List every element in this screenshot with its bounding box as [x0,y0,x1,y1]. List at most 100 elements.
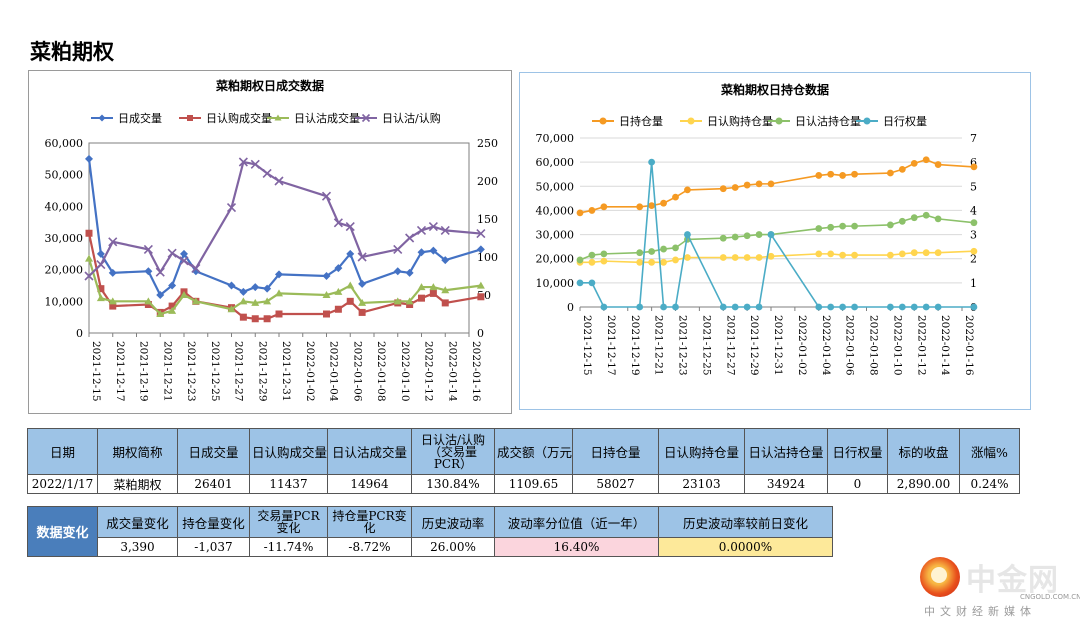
data-point [405,268,414,277]
x-tick-label: 2022-01-06 [844,315,856,376]
x-tick-label: 2022-01-08 [868,315,880,376]
change-data-row: 3,390 -1,037 -11.74% -8.72% 26.00% 16.40… [28,537,833,557]
data-point [155,267,165,277]
y-right-tick-label: 150 [477,213,498,226]
data-cell: 2022/1/17 [27,474,98,494]
data-point [418,294,425,302]
header-cell: 波动率分位值（近一年） [494,506,659,538]
data-point [898,165,906,173]
header-cell: 交易量PCR变化 [249,506,328,538]
header-cell: 涨幅% [959,428,1020,475]
data-point [970,219,978,227]
data-point [660,199,667,207]
data-point [731,184,739,191]
data-point [970,247,978,255]
data-point [250,159,260,169]
data-point [886,303,894,311]
header-cell: 成交量变化 [97,506,178,538]
data-point [251,283,260,292]
data-point [428,222,438,232]
data-point [167,248,177,258]
data-point [429,246,438,255]
data-point [731,303,739,311]
data-point [191,263,201,273]
logo-slogan: 中文财经新媒体 [924,605,1036,618]
legend-label: 日认沽持仓量 [795,114,861,128]
data-point [180,291,188,298]
data-point [321,191,332,201]
data-point [441,299,449,307]
data-point [684,254,691,261]
x-tick-label: 2021-12-27 [724,315,736,376]
data-point [636,203,644,211]
y-left-tick-label: 60,000 [536,156,575,169]
data-point [648,158,656,166]
data-point [358,308,366,316]
page-title: 菜粕期权 [30,40,114,64]
data-point [85,154,93,163]
data-point [672,244,679,252]
x-tick-label: 2022-01-02 [304,341,316,402]
x-tick-label: 2021-12-29 [748,315,760,376]
data-point [227,305,236,313]
data-point [684,231,691,238]
x-tick-label: 2022-01-16 [470,341,482,402]
data-point [839,303,847,311]
logo-icon [920,557,960,597]
data-point [85,254,93,262]
data-point [910,214,918,222]
x-tick-label: 2021-12-31 [280,341,292,402]
data-point [839,222,847,230]
header-cell: 日认沽/认购（交易量PCR） [411,428,495,475]
data-cell: 34924 [744,474,828,494]
data-point [827,170,835,178]
data-point [815,303,823,311]
x-tick-label: 2021-12-17 [605,315,617,376]
y-right-tick-label: 2 [970,253,977,266]
header-cell: 日认购成交量 [249,428,328,475]
y-left-tick-label: 40,000 [45,200,84,213]
data-point [477,293,485,301]
data-point [322,272,331,280]
x-tick-label: 2022-01-02 [796,315,808,376]
summary-header-row: 日期 期权简称 日成交量 日认购成交量 日认沽成交量 日认沽/认购（交易量PCR… [27,428,1020,475]
header-cell: 日认沽持仓量 [744,428,828,475]
data-point [576,279,584,287]
data-point [96,260,106,270]
data-point [934,161,942,168]
y-left-tick-label: 30,000 [45,232,84,245]
data-point [815,225,823,232]
data-point [672,256,679,264]
data-cell: -8.72% [327,537,412,557]
data-cell: 2,890.00 [887,474,960,494]
data-point [239,313,247,321]
y-left-tick-label: 50,000 [536,180,575,193]
data-point [648,258,656,266]
y-left-tick-label: 0 [76,327,83,340]
header-cell: 日认沽成交量 [327,428,412,475]
data-cell: 0.24% [959,474,1020,494]
data-point [393,267,402,276]
data-point [168,306,177,314]
data-point [599,117,607,125]
data-point [827,223,835,231]
data-point [144,267,153,276]
data-point [144,301,152,308]
series-line [88,160,481,277]
header-cell: 持仓量变化 [177,506,250,538]
data-point [970,163,978,171]
data-point [346,249,355,258]
data-point [767,231,775,238]
data-point [440,225,450,235]
x-tick-label: 2021-12-19 [138,341,150,402]
data-point [417,248,426,257]
x-tick-label: 2022-01-08 [375,341,387,402]
x-tick-label: 2022-01-16 [963,315,975,376]
data-point [576,256,584,264]
x-tick-label: 2022-01-12 [423,341,435,402]
legend-label: 日行权量 [883,115,927,128]
data-cell: 11437 [249,474,328,494]
data-change-table: 数据变化 成交量变化 持仓量变化 交易量PCR变化 持仓量PCR变化 历史波动率… [27,506,833,557]
header-cell: 成交额（万元） [494,428,573,475]
x-tick-label: 2022-01-06 [351,341,363,402]
